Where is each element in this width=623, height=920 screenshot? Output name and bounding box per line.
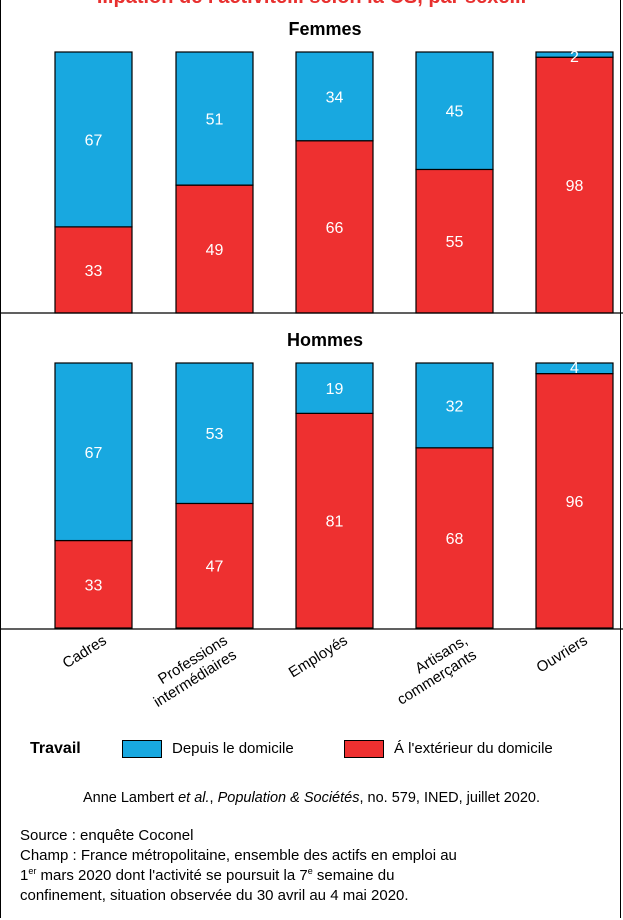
scope-line-1: Champ : France métropolitaine, ensemble … — [20, 847, 457, 864]
bar-label-exterieur: 66 — [326, 220, 344, 237]
bar-domicile — [295, 362, 374, 414]
bar-domicile — [175, 362, 254, 505]
bar-label-exterieur: 47 — [206, 559, 224, 576]
bar-domicile — [295, 51, 374, 142]
bar-label-domicile: 51 — [206, 112, 224, 129]
citation: Anne Lambert et al., Population & Sociét… — [82, 790, 541, 806]
scope-text-b: mars 2020 dont l'activité se poursuit la… — [36, 867, 308, 884]
citation-rest: , no. 579, INED, juillet 2020. — [359, 790, 541, 806]
bar-label-domicile: 67 — [85, 132, 103, 149]
bar-label-exterieur: 49 — [206, 242, 224, 259]
scope-line-2: 1er mars 2020 dont l'activité se poursui… — [20, 866, 615, 886]
source-line: Source : enquête Coconel — [20, 827, 194, 844]
bar-exterieur — [295, 140, 374, 314]
chart-title-partial: ...pation de l'activité... selon la CS, … — [0, 0, 623, 10]
scope-text-c: semaine du — [312, 867, 395, 884]
bar-label-exterieur: 33 — [85, 263, 103, 280]
scope-text-a: 1 — [20, 867, 29, 884]
source-note: Source : enquête Coconel Champ : France … — [20, 826, 615, 906]
bar-domicile — [54, 51, 133, 228]
panel-title-femmes: Femmes — [288, 19, 361, 39]
bar-label-exterieur: 81 — [326, 514, 344, 531]
legend-title: Travail — [30, 740, 81, 757]
bar-exterieur — [54, 539, 133, 629]
bar-label-domicile: 53 — [206, 426, 224, 443]
category-tick-label-line: Ouvriers — [534, 632, 591, 676]
bar-exterieur — [415, 447, 494, 629]
category-tick-label: Employés — [286, 632, 351, 681]
bar-exterieur — [535, 373, 614, 629]
bar-exterieur — [535, 56, 614, 314]
bar-label-domicile: 67 — [85, 445, 103, 462]
bar-exterieur — [295, 412, 374, 629]
bar-label-exterieur: 55 — [446, 234, 464, 251]
bar-exterieur — [175, 502, 254, 629]
bar-label-domicile: 4 — [570, 360, 579, 377]
legend-swatch-exterieur — [344, 740, 384, 758]
bar-label-exterieur: 33 — [85, 577, 103, 594]
category-tick-label-line: Employés — [286, 632, 351, 681]
bar-label-exterieur: 98 — [566, 178, 584, 195]
citation-authors: Anne Lambert — [82, 790, 175, 806]
panel-title-hommes: Hommes — [287, 330, 363, 350]
bar-domicile — [415, 51, 494, 171]
category-tick-label: Artisans,commerçants — [385, 632, 479, 709]
legend: Travail Depuis le domicile Á l'extérieur… — [30, 738, 610, 762]
category-tick-label-line: Cadres — [60, 632, 110, 672]
bar-domicile — [54, 362, 133, 542]
scope-sup-er: er — [28, 866, 37, 876]
stacked-bar-chart: Femmes 33 67 49 51 66 34 55 45 98 2 Hommes 33 67 47 53 8… — [0, 19, 623, 711]
bar-domicile — [415, 362, 494, 449]
bar-domicile — [535, 362, 614, 375]
citation-journal: Population & Sociétés — [217, 790, 360, 806]
bar-label-domicile: 2 — [570, 49, 579, 66]
bar-exterieur — [415, 168, 494, 314]
category-tick-label: Cadres — [60, 632, 110, 672]
category-tick-label: Professionsintermédiaires — [142, 632, 240, 711]
scope-sup-e: e — [307, 866, 313, 876]
citation-etal: et al. — [178, 790, 210, 806]
bar-label-exterieur: 68 — [446, 531, 464, 548]
chart-title-text: ...pation de l'activité... selon la CS, … — [0, 0, 623, 9]
bar-domicile — [535, 51, 614, 58]
category-tick-label: Ouvriers — [534, 632, 591, 676]
bar-label-domicile: 32 — [446, 398, 464, 415]
bar-label-exterieur: 96 — [566, 494, 584, 511]
bar-label-domicile: 34 — [326, 89, 344, 106]
legend-label-exterieur: Á l'extérieur du domicile — [394, 740, 553, 757]
bar-label-domicile: 19 — [326, 381, 344, 398]
bar-domicile — [175, 51, 254, 186]
bar-label-domicile: 45 — [446, 104, 464, 121]
legend-swatch-domicile — [122, 740, 162, 758]
legend-label-domicile: Depuis le domicile — [172, 740, 294, 757]
scope-line-3: confinement, situation observée du 30 av… — [20, 887, 409, 904]
